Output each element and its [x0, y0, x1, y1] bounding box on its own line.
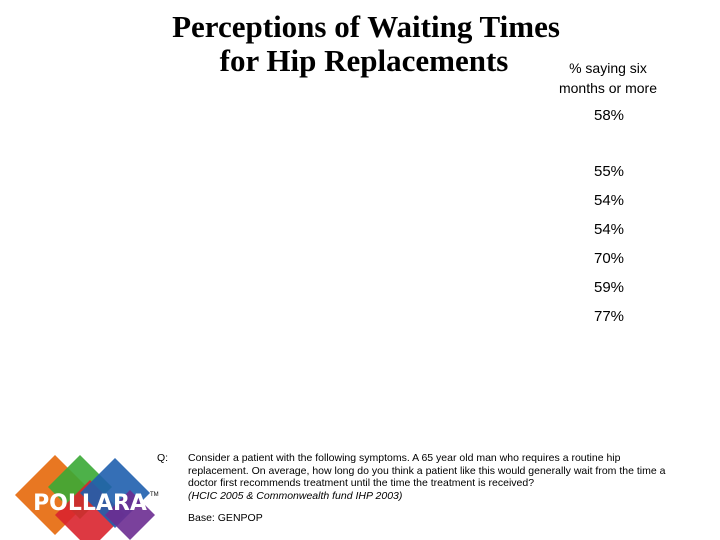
citation: (HCIC 2005 & Commonwealth fund IHP 2003)	[188, 490, 403, 502]
value: 58%	[593, 107, 625, 124]
value: 54%	[593, 221, 625, 238]
logo-diamond	[105, 490, 155, 540]
value: 59%	[593, 279, 625, 296]
title-text: for Hip Replacements	[219, 43, 509, 78]
logo: POLLARA TM	[15, 455, 159, 540]
question-label: Q:	[157, 452, 169, 464]
logo-diamond	[55, 480, 125, 540]
column-header: months or more	[558, 80, 658, 96]
title-line: for Hip Replacements	[99, 44, 631, 78]
value: 55%	[593, 163, 625, 180]
question: Consider a patient with the following sy…	[188, 452, 666, 489]
logo-mark: TM	[150, 492, 159, 498]
title-line: Perceptions of Waiting Times	[172, 9, 560, 44]
value: 54%	[593, 192, 625, 209]
base: Base: GENPOP	[188, 512, 263, 524]
logo-text: POLLARA	[33, 491, 147, 516]
value: 70%	[593, 250, 625, 267]
column-header: % saying six	[569, 60, 647, 76]
value: 77%	[593, 308, 625, 325]
